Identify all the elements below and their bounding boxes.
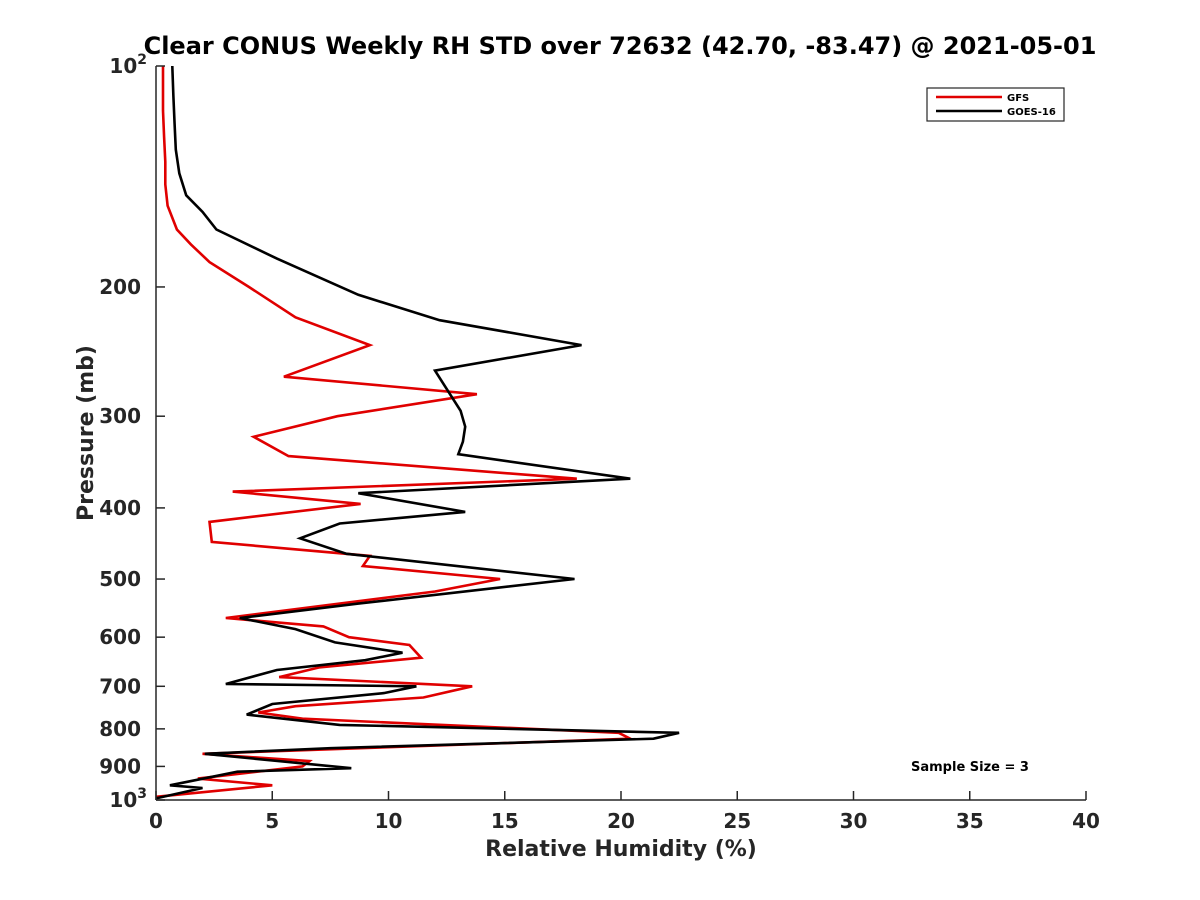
series-layer [155,65,680,800]
x-tick-label: 40 [1072,809,1100,833]
legend-box [926,87,1065,122]
x-tick-label: 15 [491,809,519,833]
x-tick-label: 10 [375,809,403,833]
chart-title: Clear CONUS Weekly RH STD over 72632 (42… [144,32,1097,60]
y-tick-label: 200 [99,275,141,299]
y-tick-label: 700 [99,674,141,698]
y-tick-label: 800 [99,717,141,741]
x-tick-label: 25 [723,809,751,833]
series-line-goes-16 [155,65,680,800]
y-tick-label: 102 [109,52,147,78]
x-tick-label: 30 [840,809,868,833]
legend: GFS GOES-16 [926,87,1065,122]
legend-label-goes16: GOES-16 [1007,107,1056,118]
x-tick-label: 35 [956,809,984,833]
y-tick-label: 400 [99,496,141,520]
y-tick-label: 600 [99,625,141,649]
x-tick-label: 20 [607,809,635,833]
legend-label-gfs: GFS [1007,93,1029,104]
sample-size-annotation: Sample Size = 3 [911,760,1029,775]
y-tick-label: 900 [99,754,141,778]
x-axis-ticks: 0 5 10 15 20 25 30 35 40 [149,791,1100,833]
y-tick-label: 500 [99,567,141,591]
x-tick-label: 5 [265,809,279,833]
x-tick-label: 0 [149,809,163,833]
x-axis-label: Relative Humidity (%) [485,837,757,862]
y-tick-label: 300 [99,404,141,428]
y-axis-ticks: 102 200 300 400 500 600 700 800 900 103 [99,52,165,812]
y-axis-label: Pressure (mb) [74,345,99,521]
y-tick-label: 103 [109,786,147,812]
